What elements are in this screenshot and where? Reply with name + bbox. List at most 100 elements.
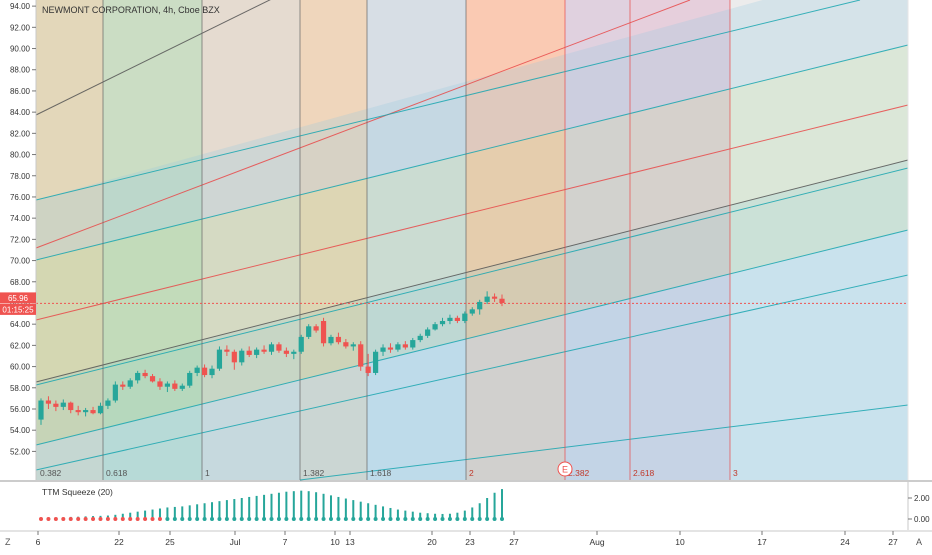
- auto-zoom-button[interactable]: Z: [5, 537, 11, 547]
- earnings-marker[interactable]: E: [557, 461, 573, 477]
- fib-time-label: 3: [733, 468, 738, 478]
- fib-time-label: 1: [205, 468, 210, 478]
- squeeze-dot: [462, 517, 467, 521]
- time-tick-label: Jul: [230, 537, 241, 547]
- fan-line: [35, 167, 909, 386]
- indicator-tick-2: 2.00: [914, 494, 930, 503]
- candle-body: [439, 320, 446, 325]
- squeeze-bar: [374, 504, 377, 519]
- candle-body: [68, 402, 74, 411]
- fan-fill-lower: [36, 230, 908, 480]
- candle-body: [246, 350, 252, 355]
- last-price-badge: 65.96 01:15:25: [0, 292, 36, 315]
- squeeze-dot: [269, 517, 274, 521]
- fib-zone-band: [630, 0, 730, 480]
- time-tick-label: 10: [675, 537, 685, 547]
- time-tick-label: Aug: [589, 537, 604, 547]
- squeeze-dot: [39, 517, 43, 521]
- squeeze-bar: [307, 491, 310, 519]
- candle-body: [231, 351, 237, 363]
- squeeze-dot: [61, 517, 66, 521]
- squeeze-dot: [105, 517, 110, 521]
- squeeze-bar: [218, 501, 221, 519]
- indicator-axis[interactable]: 2.00 0.00: [908, 494, 930, 524]
- candle-body: [283, 350, 289, 354]
- fib-zone-band: [367, 0, 466, 480]
- time-axis[interactable]: 6 22 25 Jul 7 10 13 20 23 27 Aug 10 17 24 27: [36, 531, 898, 547]
- price-tick-label: 52.00: [10, 447, 31, 456]
- squeeze-bar: [196, 504, 199, 519]
- time-tick-label: 25: [165, 537, 175, 547]
- squeeze-dot: [291, 517, 296, 521]
- squeeze-bar: [166, 507, 169, 519]
- squeeze-bar: [300, 490, 303, 519]
- price-tick-label: 62.00: [10, 341, 31, 350]
- price-axis-bg: [0, 0, 36, 480]
- squeeze-dot: [239, 517, 244, 521]
- squeeze-dot: [157, 517, 162, 521]
- squeeze-bar: [359, 501, 362, 519]
- price-axis[interactable]: 94.00 92.00 90.00 88.00 86.00 84.00 82.00 80.00…: [10, 2, 36, 456]
- candle-body: [38, 400, 44, 420]
- squeeze-dot: [254, 517, 259, 521]
- candle-body: [358, 344, 364, 367]
- fan-line: [35, 274, 909, 471]
- squeeze-dot: [425, 517, 430, 521]
- squeeze-bar: [322, 493, 325, 519]
- squeeze-dot: [373, 517, 378, 521]
- candle-body: [454, 317, 460, 321]
- squeeze-dot: [91, 517, 96, 521]
- squeeze-bar: [389, 507, 392, 519]
- squeeze-dot: [187, 517, 192, 521]
- price-tick-label: 80.00: [10, 151, 31, 160]
- squeeze-dot: [395, 517, 400, 521]
- bar-countdown: 01:15:25: [2, 305, 34, 314]
- candle-body: [127, 380, 133, 387]
- squeeze-dot: [195, 517, 200, 521]
- candle-body: [350, 344, 356, 347]
- squeeze-bar: [233, 499, 236, 519]
- indicator-pane[interactable]: [36, 482, 908, 530]
- squeeze-bar: [456, 512, 459, 519]
- price-tick-label: 84.00: [10, 108, 31, 117]
- candle-body: [53, 403, 59, 407]
- fib-time-label: 0.618: [106, 468, 128, 478]
- price-tick-label: 86.00: [10, 87, 31, 96]
- price-tick-label: 82.00: [10, 129, 31, 138]
- squeeze-bar: [114, 514, 117, 519]
- candle-body: [149, 376, 156, 382]
- candle-body: [387, 347, 394, 350]
- squeeze-dot: [328, 517, 333, 521]
- fan-line: [35, 0, 861, 201]
- fib-time-label: 1.618: [370, 468, 392, 478]
- candle-body: [432, 324, 438, 330]
- auto-scale-button[interactable]: A: [916, 537, 922, 547]
- candle-body: [120, 384, 126, 387]
- squeeze-dot: [232, 517, 237, 521]
- squeeze-bar: [158, 508, 161, 519]
- squeeze-bar: [277, 492, 280, 519]
- squeeze-dot: [143, 517, 148, 521]
- squeeze-histogram: [39, 489, 504, 521]
- squeeze-bar: [225, 500, 228, 519]
- candle-body: [157, 381, 163, 387]
- price-tick-label: 88.00: [10, 66, 31, 75]
- time-tick-label: 7: [283, 537, 288, 547]
- squeeze-bar: [382, 506, 385, 519]
- price-tick-label: 64.00: [10, 320, 31, 329]
- fib-zone-band: [36, 0, 103, 480]
- squeeze-bar: [344, 498, 347, 519]
- squeeze-dot: [113, 517, 118, 521]
- earnings-marker-label: E: [562, 465, 568, 475]
- squeeze-dot: [262, 517, 267, 521]
- squeeze-bar: [248, 496, 251, 519]
- candle-body: [335, 336, 342, 343]
- time-tick-label: 6: [36, 537, 41, 547]
- squeeze-bar: [211, 502, 214, 519]
- candle-body: [201, 367, 208, 376]
- candle-body: [254, 349, 260, 355]
- candle-body: [320, 320, 327, 344]
- candle-body: [417, 335, 423, 341]
